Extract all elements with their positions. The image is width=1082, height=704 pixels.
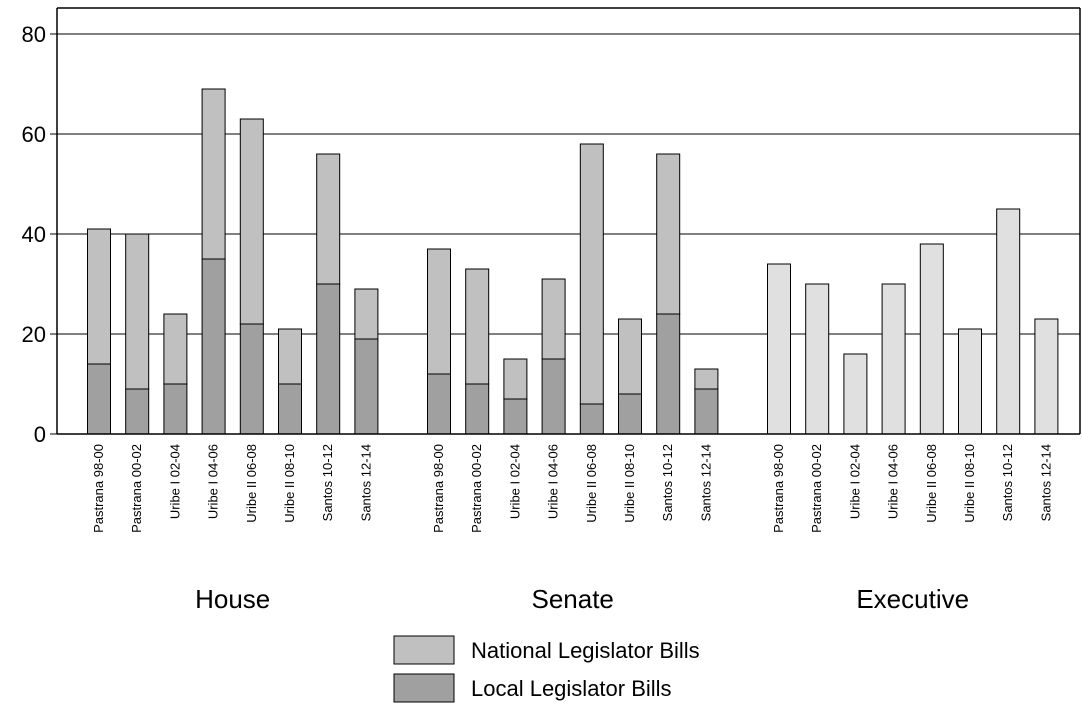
- bar-local: [656, 313, 681, 435]
- bar-local: [694, 388, 719, 435]
- bar-local: [278, 383, 302, 435]
- y-tick-label: 0: [34, 422, 46, 447]
- bar-local: [541, 358, 566, 435]
- x-category-label: Uribe I 02-04: [847, 444, 862, 519]
- group-labels: House Senate Executive: [195, 584, 969, 614]
- x-category-label: Pastrana 98-00: [431, 444, 446, 533]
- y-tick-label: 60: [22, 122, 46, 147]
- bar-local: [87, 363, 111, 435]
- bar-local: [465, 383, 490, 435]
- y-tick-label: 20: [22, 322, 46, 347]
- gridlines: [57, 33, 1080, 335]
- legend-label: National Legislator Bills: [471, 638, 700, 663]
- bar-national: [579, 143, 604, 405]
- x-category-label: Pastrana 00-02: [469, 444, 484, 533]
- x-category-label: Uribe I 04-06: [886, 444, 901, 519]
- x-category-label: Santos 12-14: [698, 444, 713, 521]
- legend-swatch-national: [393, 635, 455, 665]
- x-category-label: Santos 10-12: [1000, 444, 1015, 521]
- y-tick-label: 80: [22, 22, 46, 47]
- x-category-label: Pastrana 00-02: [129, 444, 144, 533]
- x-category-label: Uribe II 06-08: [244, 444, 259, 523]
- bar-national: [354, 288, 379, 340]
- bar-national: [239, 118, 264, 325]
- legend: National Legislator Bills Local Legislato…: [393, 635, 700, 703]
- bar-executive: [1034, 318, 1059, 435]
- bar-national: [278, 328, 302, 385]
- x-category-label: Santos 10-12: [320, 444, 335, 521]
- bar-local: [579, 403, 604, 435]
- bar-local: [125, 388, 150, 435]
- group-label: House: [195, 584, 270, 614]
- y-axis-ticks: 0 20 40 60 80: [22, 22, 57, 447]
- bar-executive: [996, 208, 1021, 435]
- bar-national: [465, 268, 490, 385]
- bar-local: [503, 398, 528, 435]
- bar-local: [354, 338, 379, 435]
- bar-national: [201, 88, 226, 260]
- bar-national: [694, 368, 719, 390]
- bar-national: [618, 318, 642, 395]
- plot-frame: [56, 7, 1081, 435]
- x-category-label: Santos 10-12: [660, 444, 675, 521]
- x-category-label: Pastrana 98-00: [91, 444, 106, 533]
- x-category-label: Uribe II 06-08: [924, 444, 939, 523]
- bar-national: [316, 153, 341, 285]
- bar-executive: [843, 353, 868, 435]
- bar-executive: [958, 328, 982, 435]
- x-category-label: Uribe II 06-08: [584, 444, 599, 523]
- bar-national: [427, 248, 451, 375]
- bar-local: [239, 323, 264, 435]
- bar-executive: [805, 283, 830, 435]
- x-category-label: Uribe I 04-06: [206, 444, 221, 519]
- bar-local: [201, 258, 226, 435]
- x-category-label: Santos 12-14: [1038, 444, 1053, 521]
- legend-label: Local Legislator Bills: [471, 676, 672, 701]
- x-category-label: Uribe II 08-10: [282, 444, 297, 523]
- bar-executive: [919, 243, 944, 435]
- bar-local: [163, 383, 188, 435]
- bar-national: [503, 358, 528, 400]
- x-category-label: Pastrana 98-00: [771, 444, 786, 533]
- x-category-label: Uribe II 08-10: [962, 444, 977, 523]
- x-category-label: Uribe II 08-10: [622, 444, 637, 523]
- x-category-label: Uribe I 04-06: [546, 444, 561, 519]
- y-tick-label: 40: [22, 222, 46, 247]
- bar-executive: [767, 263, 791, 435]
- legend-swatch-local: [393, 673, 455, 703]
- group-label: Senate: [531, 584, 613, 614]
- bar-national: [87, 228, 111, 365]
- x-category-label: Pastrana 00-02: [809, 444, 824, 533]
- x-category-label: Uribe I 02-04: [167, 444, 182, 519]
- x-category-label: Uribe I 02-04: [507, 444, 522, 519]
- category-labels: Pastrana 98-00 Pastrana 00-02 Uribe I 02-0…: [91, 444, 1053, 533]
- x-category-label: Santos 12-14: [358, 444, 373, 521]
- bar-local: [427, 373, 451, 435]
- bar-local: [316, 283, 341, 435]
- bar-local: [618, 393, 642, 435]
- bar-national: [656, 153, 681, 315]
- bar-national: [163, 313, 188, 385]
- group-label: Executive: [856, 584, 969, 614]
- bar-national: [125, 233, 150, 390]
- bar-national: [541, 278, 566, 360]
- bars: [87, 88, 1059, 435]
- bar-executive: [881, 283, 906, 435]
